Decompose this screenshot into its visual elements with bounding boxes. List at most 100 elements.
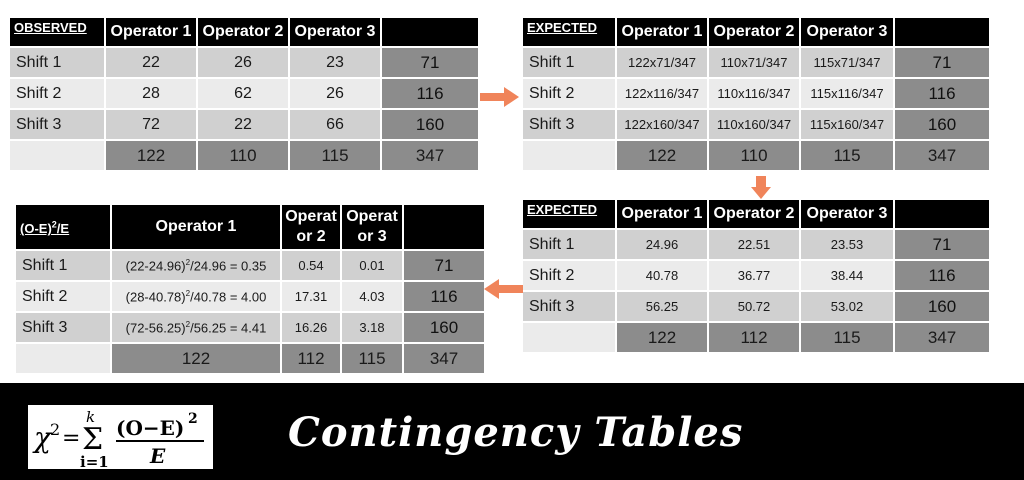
row-total: 71 [404, 251, 486, 282]
formula-chi: χ [32, 421, 53, 454]
formula-lower: i=1 [80, 453, 109, 469]
formula-upper: k [86, 408, 95, 426]
column-total: 122 [106, 141, 198, 172]
column-total: 110 [198, 141, 290, 172]
observed-header-operator-3: Operator 3 [290, 18, 382, 48]
chi-header-blank [404, 205, 486, 251]
table-cell: 28 [106, 79, 198, 110]
chi-header-operator-2: Operat or 2 [282, 205, 342, 251]
formula-num-sup: 2 [188, 411, 198, 427]
observed-header-operator-2: Operator 2 [198, 18, 290, 48]
table-cell: 115x116/347 [801, 79, 895, 110]
formula-denominator: E [149, 444, 166, 468]
blank-cell [523, 141, 617, 172]
expected-values-table: EXPECTED Operator 1 Operator 2 Operator … [523, 200, 991, 354]
arrow-left-icon [484, 279, 523, 299]
table-row: Shift 3 (72-56.25)2/56.25 = 4.41 16.26 3… [16, 313, 486, 344]
expected-formula-table: EXPECTED Operator 1 Operator 2 Operator … [523, 18, 991, 172]
column-total: 115 [342, 344, 404, 375]
table-cell: 38.44 [801, 261, 895, 292]
formula-sum: Σ [82, 422, 103, 457]
column-total: 112 [282, 344, 342, 375]
table-cell: (28-40.78)2/40.78 = 4.00 [112, 282, 282, 313]
column-total: 122 [617, 323, 709, 354]
grand-total: 347 [895, 323, 991, 354]
expected-values-header-operator-1: Operator 1 [617, 200, 709, 230]
table-cell: 122x160/347 [617, 110, 709, 141]
table-cell: 122x71/347 [617, 48, 709, 79]
row-label: Shift 3 [10, 110, 106, 141]
table-cell: 23.53 [801, 230, 895, 261]
expected-formula-header-operator-1: Operator 1 [617, 18, 709, 48]
expected-values-header-blank [895, 200, 991, 230]
row-label: Shift 3 [16, 313, 112, 344]
expected-values-header-operator-3: Operator 3 [801, 200, 895, 230]
observed-header-blank [382, 18, 480, 48]
table-cell: 22 [106, 48, 198, 79]
column-totals-row: 122 110 115 347 [10, 141, 480, 172]
blank-cell [10, 141, 106, 172]
row-label: Shift 3 [523, 292, 617, 323]
table-cell: (72-56.25)2/56.25 = 4.41 [112, 313, 282, 344]
table-cell: 122x116/347 [617, 79, 709, 110]
observed-table: OBSERVED Operator 1 Operator 2 Operator … [10, 18, 480, 172]
row-label: Shift 2 [10, 79, 106, 110]
table-cell: 72 [106, 110, 198, 141]
table-row: Shift 1 24.96 22.51 23.53 71 [523, 230, 991, 261]
table-cell: 62 [198, 79, 290, 110]
formula-numerator: (O−E) [116, 416, 184, 440]
table-cell: 0.01 [342, 251, 404, 282]
table-cell: 40.78 [617, 261, 709, 292]
row-total: 71 [895, 48, 991, 79]
column-totals-row: 122 110 115 347 [523, 141, 991, 172]
column-total: 115 [290, 141, 382, 172]
expected-values-corner-label: EXPECTED [523, 200, 617, 230]
chi-square-formula: χ 2 = k Σ i=1 (O−E) 2 E [28, 405, 213, 471]
table-row: Shift 1 22 26 23 71 [10, 48, 480, 79]
row-total: 116 [895, 79, 991, 110]
row-label: Shift 2 [523, 79, 617, 110]
row-total: 160 [382, 110, 480, 141]
table-cell: 115x71/347 [801, 48, 895, 79]
blank-cell [523, 323, 617, 354]
table-row: Shift 2 (28-40.78)2/40.78 = 4.00 17.31 4… [16, 282, 486, 313]
column-total: 122 [112, 344, 282, 375]
table-cell: 4.03 [342, 282, 404, 313]
blank-cell [16, 344, 112, 375]
column-totals-row: 122 112 115 347 [16, 344, 486, 375]
table-cell: 110x116/347 [709, 79, 801, 110]
table-cell: 3.18 [342, 313, 404, 344]
table-cell: 16.26 [282, 313, 342, 344]
table-cell: 26 [290, 79, 382, 110]
table-cell: 36.77 [709, 261, 801, 292]
row-label: Shift 1 [10, 48, 106, 79]
column-total: 112 [709, 323, 801, 354]
table-cell: 26 [198, 48, 290, 79]
row-label: Shift 1 [523, 48, 617, 79]
arrow-right-icon [480, 87, 519, 107]
column-total: 122 [617, 141, 709, 172]
table-cell: 56.25 [617, 292, 709, 323]
column-total: 110 [709, 141, 801, 172]
table-cell: 23 [290, 48, 382, 79]
row-label: Shift 1 [523, 230, 617, 261]
expected-formula-header-operator-2: Operator 2 [709, 18, 801, 48]
column-totals-row: 122 112 115 347 [523, 323, 991, 354]
grand-total: 347 [895, 141, 991, 172]
table-row: Shift 3 56.25 50.72 53.02 160 [523, 292, 991, 323]
table-row: Shift 2 122x116/347 110x116/347 115x116/… [523, 79, 991, 110]
column-total: 115 [801, 141, 895, 172]
observed-header-operator-1: Operator 1 [106, 18, 198, 48]
column-total: 115 [801, 323, 895, 354]
table-cell: 22 [198, 110, 290, 141]
table-row: Shift 3 122x160/347 110x160/347 115x160/… [523, 110, 991, 141]
row-label: Shift 3 [523, 110, 617, 141]
chi-square-table: (O-E)2/E Operator 1 Operat or 2 Operat o… [16, 205, 486, 375]
grand-total: 347 [382, 141, 480, 172]
title-banner: χ 2 = k Σ i=1 (O−E) 2 E Contingency Tabl… [0, 383, 1024, 480]
row-label: Shift 2 [523, 261, 617, 292]
chi-header-operator-3: Operat or 3 [342, 205, 404, 251]
row-total: 71 [895, 230, 991, 261]
table-row: Shift 3 72 22 66 160 [10, 110, 480, 141]
banner-title: Contingency Tables [288, 409, 744, 456]
